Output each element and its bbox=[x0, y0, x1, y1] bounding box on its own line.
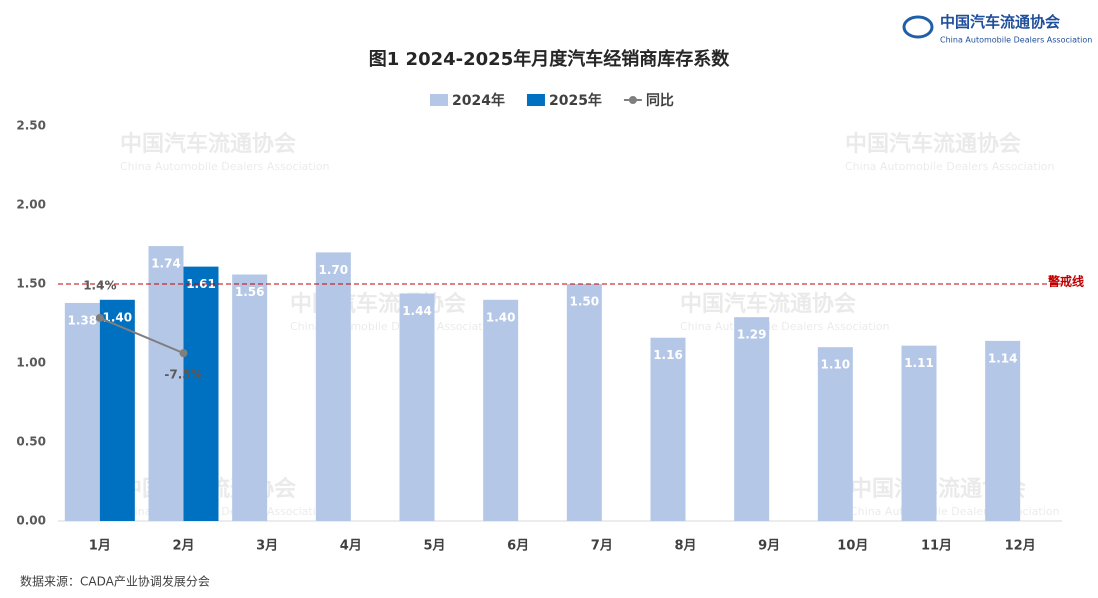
bar bbox=[650, 337, 686, 521]
x-tick-label: 5月 bbox=[423, 539, 445, 554]
data-label: 1.10 bbox=[821, 358, 851, 372]
bar bbox=[64, 302, 100, 521]
data-label: 1.14 bbox=[988, 351, 1018, 365]
watermark-name: 中国汽车流通协会 bbox=[845, 131, 1021, 157]
y-tick-label: 2.00 bbox=[16, 198, 46, 212]
data-label: 1.40 bbox=[486, 310, 516, 324]
x-tick-label: 9月 bbox=[758, 539, 780, 554]
y-tick-label: 0.00 bbox=[16, 514, 46, 528]
y-tick-label: 1.50 bbox=[16, 277, 46, 291]
line-point bbox=[179, 349, 188, 358]
data-label: 1.44 bbox=[402, 304, 432, 318]
legend-label: 同比 bbox=[646, 92, 674, 109]
line-point bbox=[95, 313, 104, 322]
bar bbox=[232, 274, 268, 521]
bar bbox=[399, 293, 435, 521]
watermark-english: China Automobile Dealers Association bbox=[850, 505, 1059, 518]
bar bbox=[483, 299, 519, 521]
reference-label: 警戒线 bbox=[1047, 274, 1084, 289]
logo: 中国汽车流通协会 China Automobile Dealers Associ… bbox=[902, 13, 1092, 45]
data-label: 1.50 bbox=[570, 295, 600, 309]
watermark-english: China Automobile Dealers Association bbox=[845, 160, 1054, 173]
data-label: 1.11 bbox=[904, 356, 934, 370]
legend: 2024年 2025年 同比 bbox=[430, 92, 674, 109]
watermark-english: China Automobile Dealers Association bbox=[120, 160, 329, 173]
x-tick-label: 4月 bbox=[340, 539, 362, 554]
x-tick-label: 6月 bbox=[507, 539, 529, 554]
x-tick-label: 12月 bbox=[1005, 539, 1036, 554]
legend-label: 2024年 bbox=[452, 92, 505, 109]
data-label: 1.38 bbox=[68, 313, 98, 327]
data-label: 1.40 bbox=[103, 310, 133, 324]
watermark-english: China Automobile Dealers Association bbox=[680, 320, 889, 333]
bar bbox=[901, 345, 937, 521]
line bbox=[99, 317, 184, 355]
watermark: 中国汽车流通协会 China Automobile Dealers Associa… bbox=[120, 131, 329, 173]
bar bbox=[566, 284, 602, 521]
bar bbox=[817, 347, 853, 521]
x-tick-label: 2月 bbox=[172, 539, 194, 554]
chart-title: 图1 2024-2025年月度汽车经销商库存系数 bbox=[369, 48, 730, 70]
watermark-name: 中国汽车流通协会 bbox=[680, 291, 856, 317]
x-tick-label: 8月 bbox=[674, 539, 696, 554]
y-tick-label: 2.50 bbox=[16, 119, 46, 133]
bar bbox=[99, 299, 135, 521]
data-label: 1.29 bbox=[737, 328, 767, 342]
bar bbox=[734, 317, 770, 521]
y-tick-label: 0.50 bbox=[16, 435, 46, 449]
legend-swatch bbox=[526, 94, 545, 106]
x-tick-label: 1月 bbox=[89, 539, 111, 554]
x-tick-label: 10月 bbox=[837, 539, 868, 554]
data-label: 1.61 bbox=[186, 277, 216, 291]
logo-icon bbox=[902, 15, 934, 39]
data-label: 1.74 bbox=[151, 257, 181, 271]
data-label: 1.16 bbox=[653, 348, 683, 362]
y-tick-label: 1.00 bbox=[16, 356, 46, 370]
x-tick-label: 7月 bbox=[591, 539, 613, 554]
watermark: 中国汽车流通协会 China Automobile Dealers Associa… bbox=[680, 291, 889, 333]
watermark: 中国汽车流通协会 China Automobile Dealers Associa… bbox=[845, 131, 1054, 173]
logo-english: China Automobile Dealers Association bbox=[940, 36, 1092, 45]
logo-name: 中国汽车流通协会 bbox=[940, 13, 1060, 31]
legend-label: 2025年 bbox=[549, 92, 602, 109]
source-note: 数据来源：CADA产业协调发展分会 bbox=[20, 574, 210, 589]
bar bbox=[985, 340, 1021, 521]
watermark-name: 中国汽车流通协会 bbox=[120, 131, 296, 157]
line-label: -7.5% bbox=[164, 368, 202, 382]
bar bbox=[183, 266, 219, 521]
x-tick-label: 11月 bbox=[921, 539, 952, 554]
data-label: 1.56 bbox=[235, 285, 265, 299]
line-label: 1.4% bbox=[83, 278, 116, 292]
bar bbox=[148, 246, 184, 521]
bar bbox=[315, 252, 351, 521]
legend-swatch bbox=[628, 96, 637, 104]
legend-swatch bbox=[430, 94, 448, 106]
x-tick-label: 3月 bbox=[256, 539, 278, 554]
data-label: 1.70 bbox=[319, 263, 349, 277]
